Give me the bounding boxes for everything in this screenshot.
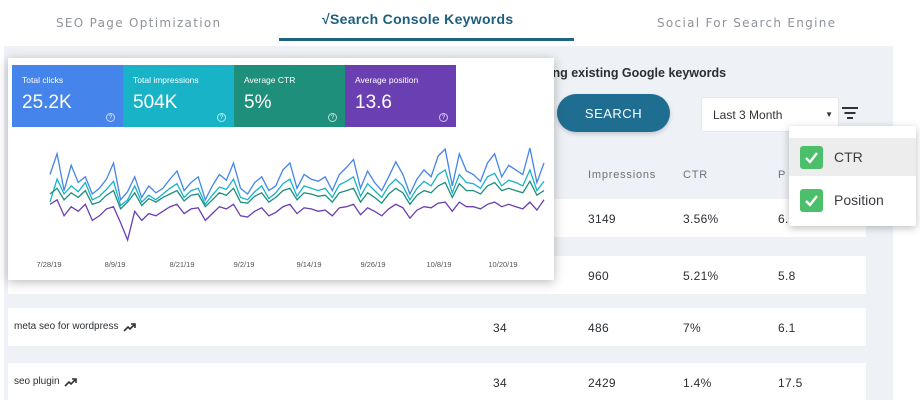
ctr-checkbox[interactable] — [800, 145, 823, 169]
x-tick-label: 10/8/19 — [426, 260, 451, 269]
search-button[interactable]: SEARCH — [557, 94, 670, 132]
stat-value: 5% — [244, 92, 272, 113]
keyword-text: meta seo for wordpress — [14, 321, 119, 332]
checkmark-icon — [805, 151, 818, 164]
keyword-cell[interactable]: meta seo for wordpress — [14, 321, 136, 332]
x-tick-label: 9/26/19 — [360, 260, 385, 269]
impressions-cell: 960 — [588, 269, 609, 283]
help-icon[interactable]: ? — [217, 113, 226, 122]
x-tick-label: 9/2/19 — [234, 260, 255, 269]
x-tick-label: 10/20/19 — [488, 260, 517, 269]
help-icon[interactable]: ? — [106, 113, 115, 122]
section-heading: ing existing Google keywords — [549, 66, 727, 80]
stat-total-impressions[interactable]: Total impressions 504K ? — [123, 65, 234, 127]
x-tick-label: 8/21/19 — [169, 260, 194, 269]
tab-seo-page-optimization[interactable]: SEO Page Optimization — [56, 16, 222, 30]
menu-item-ctr[interactable]: CTR — [789, 138, 916, 176]
tab-social-for-search-engine[interactable]: Social For Search Engine — [657, 16, 837, 30]
column-header-ctr[interactable]: CTR — [683, 169, 709, 181]
ctr-cell: 7% — [683, 321, 701, 335]
series-line-3 — [49, 198, 545, 243]
menu-item-position[interactable]: Position — [789, 181, 916, 219]
stat-average-ctr[interactable]: Average CTR 5% ? — [234, 65, 345, 127]
impressions-cell: 3149 — [588, 212, 616, 226]
position-cell: 6. — [778, 212, 789, 226]
clicks-cell: 34 — [493, 321, 507, 335]
ctr-cell: 1.4% — [683, 376, 712, 390]
stat-value: 13.6 — [355, 92, 392, 113]
position-checkbox[interactable] — [800, 188, 823, 212]
help-icon[interactable]: ? — [439, 113, 448, 122]
tab-bar: SEO Page Optimization √Search Console Ke… — [0, 0, 895, 46]
stat-total-clicks[interactable]: Total clicks 25.2K ? — [12, 65, 123, 127]
impressions-cell: 486 — [588, 321, 609, 335]
stat-label: Average CTR — [244, 75, 296, 85]
keyword-text: seo plugin — [14, 376, 60, 387]
impressions-cell: 2429 — [588, 376, 616, 390]
clicks-cell: 34 — [493, 376, 507, 390]
stat-label: Total impressions — [133, 75, 199, 85]
series-line-0 — [49, 147, 545, 202]
x-tick-label: 7/28/19 — [36, 260, 61, 269]
position-cell: 17.5 — [778, 376, 803, 390]
tab-search-console-keywords[interactable]: √Search Console Keywords — [322, 11, 514, 27]
x-tick-label: 9/14/19 — [296, 260, 321, 269]
stat-label: Average position — [355, 75, 419, 85]
stat-average-position[interactable]: Average position 13.6 ? — [345, 65, 456, 127]
series-line-2 — [49, 179, 545, 211]
trending-up-icon[interactable] — [122, 322, 136, 332]
position-cell: 5.8 — [778, 269, 796, 283]
table-row[interactable]: meta seo for wordpress 34 486 7% 6.1 — [8, 308, 866, 346]
column-header-position[interactable]: P — [778, 169, 787, 181]
ctr-cell: 3.56% — [683, 212, 719, 226]
performance-chart-card: Total clicks 25.2K ? Total impressions 5… — [8, 58, 554, 280]
chevron-down-icon: ▼ — [825, 110, 833, 119]
stat-value: 504K — [133, 92, 178, 113]
column-header-impressions[interactable]: Impressions — [588, 169, 657, 181]
active-tab-indicator — [279, 38, 574, 41]
table-row[interactable]: seo plugin 34 2429 1.4% 17.5 — [8, 363, 866, 401]
x-tick-label: 8/9/19 — [105, 260, 126, 269]
stat-value: 25.2K — [22, 92, 72, 113]
column-visibility-menu: CTR Position — [789, 126, 916, 226]
position-cell: 6.1 — [778, 321, 796, 335]
checkmark-icon — [805, 194, 818, 207]
menu-item-label: CTR — [834, 149, 863, 165]
filter-icon[interactable] — [842, 107, 858, 121]
date-range-value: Last 3 Month — [713, 108, 783, 122]
series-line-1 — [49, 168, 545, 207]
ctr-cell: 5.21% — [683, 269, 719, 283]
trending-up-icon[interactable] — [64, 377, 77, 387]
keyword-cell[interactable]: seo plugin — [14, 376, 77, 387]
performance-line-chart: 7/28/19 8/9/19 8/21/19 9/2/19 9/14/19 9/26/19… — [36, 147, 545, 269]
help-icon[interactable]: ? — [328, 113, 337, 122]
menu-item-label: Position — [834, 192, 884, 208]
stat-label: Total clicks — [22, 75, 64, 85]
